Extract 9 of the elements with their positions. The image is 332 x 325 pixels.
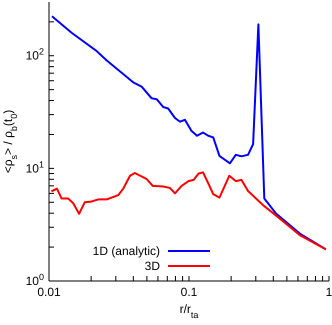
legend-label: 3D xyxy=(144,258,160,272)
x-tick-label: 1 xyxy=(326,285,332,299)
x-tick-label: 0.1 xyxy=(180,285,198,299)
x-tick-label: 0.01 xyxy=(37,285,61,299)
y-tick-label: 10$^{2}$ xyxy=(26,46,44,63)
y-tick-label: 10$^{0}$ xyxy=(26,272,44,288)
x-axis-title: r/r$_{ta}$ xyxy=(180,302,198,320)
y-tick-label: 10$^{1}$ xyxy=(26,159,44,176)
legend-label: 1D (analytic) xyxy=(92,244,160,258)
